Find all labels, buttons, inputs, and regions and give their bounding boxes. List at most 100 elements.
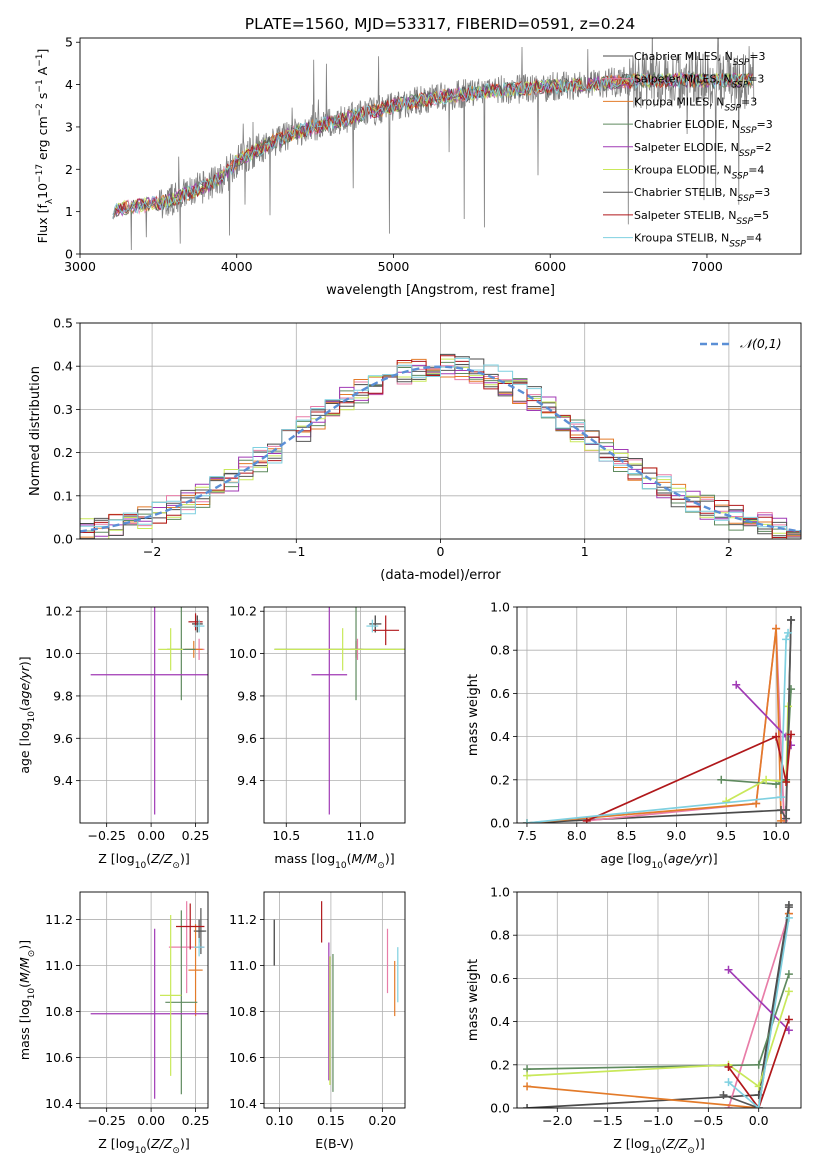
x-tick-label: 0: [437, 544, 445, 559]
axes-frame: [79, 322, 802, 540]
errorbar-point-7: [195, 908, 207, 955]
x-axis-label: wavelength [Angstrom, rest frame]: [326, 283, 555, 298]
panel-age_vs_Z: −0.25 0.00 0.25 9.4 9.6 9.8 10.0 10.2 Z [log10(Z…: [17, 604, 210, 871]
weight-marker: [582, 816, 591, 823]
legend-label-4: Chabrier ELODIE, NSSP=3: [634, 118, 773, 136]
spectrum-lines: [112, 38, 755, 251]
axes-frame: [79, 37, 802, 255]
y-tick-label: 10.2: [45, 604, 73, 619]
y-tick-label: 10.0: [229, 646, 257, 661]
weight-marker: [523, 1104, 532, 1108]
x-axis-label: mass [log10(M/M⊙)]: [274, 851, 394, 871]
x-tick-label: 4000: [221, 259, 253, 274]
weight-marker: [782, 814, 791, 823]
x-tick-label: 3000: [64, 259, 96, 274]
x-tick-label: −1: [287, 544, 305, 559]
weight-marker: [784, 903, 793, 912]
y-tick-label: 4: [65, 77, 73, 92]
y-tick-label: 0.2: [53, 445, 73, 460]
errorbars: [274, 607, 405, 815]
weight-marker: [777, 816, 786, 823]
axes-frame: [263, 891, 406, 1109]
weight-series-8: [727, 1019, 790, 1108]
y-tick-label: 0.4: [490, 1014, 510, 1029]
y-tick-label: 9.6: [53, 731, 73, 746]
weight-marker: [717, 775, 726, 784]
y-tick-label: 11.2: [45, 912, 73, 927]
x-axis-label: (data-model)/error: [380, 568, 501, 583]
x-tick-label: −1.5: [592, 1113, 622, 1128]
x-tick-label: 10.0: [762, 828, 790, 843]
errorbar-point-6: [274, 628, 405, 671]
x-tick-label: 0.25: [182, 1113, 210, 1128]
normal-curve: [80, 365, 801, 533]
axes-frame: [263, 606, 406, 824]
y-axis-label: age [log10(age/yr)]: [17, 656, 37, 773]
errorbar-point-6: [160, 914, 182, 1076]
weight-marker: [523, 1071, 532, 1080]
errorbar-point-8: [188, 613, 203, 631]
errorbar-point-9: [193, 619, 205, 633]
errorbars: [90, 901, 208, 1099]
x-tick-label: 9.0: [666, 828, 686, 843]
x-tick-label: 8.5: [617, 828, 637, 843]
weight-marker: [777, 806, 786, 815]
y-tick-label: 10.4: [229, 1096, 257, 1111]
y-tick-label: 0: [65, 247, 73, 262]
y-tick-label: 9.8: [53, 688, 73, 703]
y-tick-label: 11.0: [45, 958, 73, 973]
weight-series-9: [727, 917, 790, 1108]
weight-marker: [754, 1104, 763, 1108]
legend-label-6: Kroupa ELODIE, NSSP=4: [634, 164, 764, 182]
errorbar-point-9: [366, 619, 379, 633]
weight-marker: [732, 680, 741, 689]
weight-marker: [772, 624, 781, 633]
model-spectrum-9: [112, 71, 753, 220]
panel-weight_vs_Z: −2.0 −1.5 −1.0 −0.5 0.0 0.0 0.2 0.4 0.6 0.8 1.0 Z […: [466, 885, 802, 1156]
weight-series-6: [725, 706, 789, 803]
x-tick-label: 0.25: [182, 828, 210, 843]
legend-label-3: Kroupa MILES, NSSP=3: [634, 95, 757, 113]
axes-frame: [516, 606, 802, 824]
errorbars: [273, 901, 399, 1092]
weight-marker: [784, 1015, 793, 1024]
y-tick-label: 1.0: [490, 600, 510, 615]
y-tick-label: 1: [65, 204, 73, 219]
y-tick-label: 9.4: [237, 773, 257, 788]
weight-marker: [787, 730, 796, 739]
weight-marker: [523, 1082, 532, 1091]
x-axis-label: Z [log10(Z/Z⊙)]: [98, 1136, 189, 1156]
y-tick-label: 0.2: [490, 1057, 510, 1072]
y-tick-label: 0.6: [490, 971, 510, 986]
errorbar-point-6: [158, 628, 184, 671]
y-tick-label: 10.2: [229, 604, 257, 619]
weight-series-6: [527, 991, 790, 1088]
y-axis-label: mass weight: [466, 959, 481, 1041]
y-tick-label: 10.8: [45, 1004, 73, 1019]
y-tick-label: 11.0: [229, 958, 257, 973]
weight-marker: [719, 1091, 728, 1100]
y-tick-label: 0.2: [490, 772, 510, 787]
errorbar-point-7: [369, 615, 382, 633]
panel-weight_vs_age: 7.5 8.0 8.5 9.0 9.5 10.0 0.0 0.2 0.4 0.6 0.8 1.0 age…: [466, 600, 802, 871]
weight-marker: [784, 1026, 793, 1035]
weight-lines: [523, 900, 793, 1108]
x-tick-label: 0.20: [368, 1113, 396, 1128]
x-tick-label: 7.5: [517, 828, 537, 843]
y-tick-label: 10.8: [229, 1004, 257, 1019]
panel-age_vs_mass: 10.5 11.0 9.4 9.6 9.8 10.0 10.2 mass [log10(M/M…: [229, 604, 406, 871]
weight-marker: [782, 635, 791, 644]
y-tick-label: 2: [65, 162, 73, 177]
x-tick-label: −0.25: [88, 828, 126, 843]
x-tick-label: 11.0: [347, 828, 375, 843]
y-tick-label: 9.8: [237, 688, 257, 703]
legend-label-2: Salpeter MILES, NSSP=3: [634, 73, 764, 91]
panel-residuals: −2 −1 0 1 2 0.0 0.1 0.2 0.3 0.4 0.5 (data-model)/er…: [28, 316, 802, 583]
histograms: [80, 353, 801, 539]
y-tick-label: 0.3: [53, 402, 73, 417]
x-axis-label: Z [log10(Z/Z⊙)]: [613, 1136, 704, 1156]
axes-frame: [79, 891, 209, 1109]
weight-marker: [522, 819, 531, 823]
x-tick-label: 9.5: [716, 828, 736, 843]
x-tick-label: 6000: [534, 259, 566, 274]
